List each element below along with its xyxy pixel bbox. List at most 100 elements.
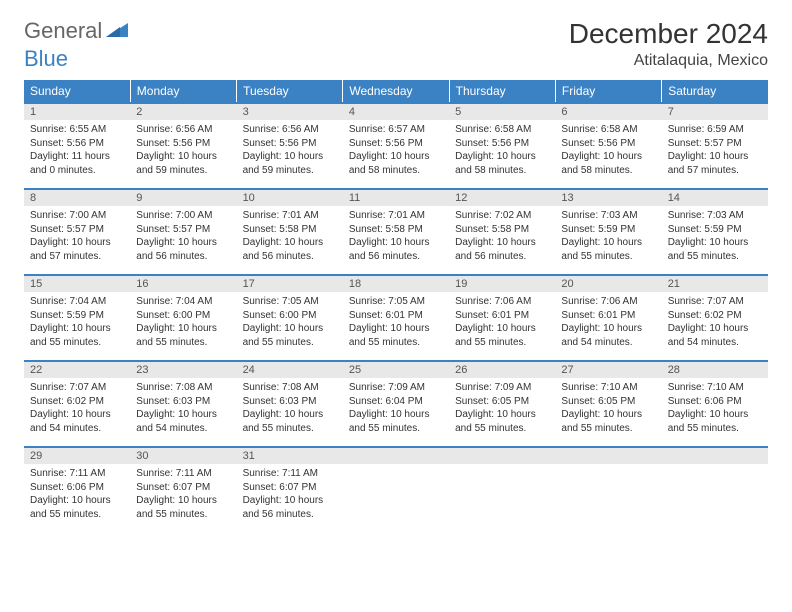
daylight-line: Daylight: 10 hours and 55 minutes. xyxy=(561,408,655,435)
day-number: 7 xyxy=(662,102,768,120)
daylight-line: Daylight: 10 hours and 55 minutes. xyxy=(30,322,124,349)
sunrise-line: Sunrise: 6:57 AM xyxy=(349,123,443,137)
calendar-day-cell: 31Sunrise: 7:11 AMSunset: 6:07 PMDayligh… xyxy=(237,446,343,532)
daylight-line: Daylight: 10 hours and 55 minutes. xyxy=(668,236,762,263)
calendar-day-cell: 28Sunrise: 7:10 AMSunset: 6:06 PMDayligh… xyxy=(662,360,768,446)
calendar-day-cell: 12Sunrise: 7:02 AMSunset: 5:58 PMDayligh… xyxy=(449,188,555,274)
day-number: 16 xyxy=(130,274,236,292)
daylight-line: Daylight: 10 hours and 55 minutes. xyxy=(455,322,549,349)
sunset-line: Sunset: 5:59 PM xyxy=(30,309,124,323)
sunset-line: Sunset: 5:58 PM xyxy=(455,223,549,237)
sunset-line: Sunset: 6:06 PM xyxy=(30,481,124,495)
sunrise-line: Sunrise: 6:56 AM xyxy=(136,123,230,137)
calendar-day-cell: 11Sunrise: 7:01 AMSunset: 5:58 PMDayligh… xyxy=(343,188,449,274)
day-body: Sunrise: 7:11 AMSunset: 6:07 PMDaylight:… xyxy=(130,464,236,525)
day-number: 5 xyxy=(449,102,555,120)
sunrise-line: Sunrise: 7:01 AM xyxy=(243,209,337,223)
daylight-line: Daylight: 10 hours and 58 minutes. xyxy=(349,150,443,177)
day-number: 30 xyxy=(130,446,236,464)
calendar-day-cell: 17Sunrise: 7:05 AMSunset: 6:00 PMDayligh… xyxy=(237,274,343,360)
month-title: December 2024 xyxy=(569,18,768,50)
sunset-line: Sunset: 5:56 PM xyxy=(349,137,443,151)
calendar-day-cell: 3Sunrise: 6:56 AMSunset: 5:56 PMDaylight… xyxy=(237,102,343,188)
weekday-header: Wednesday xyxy=(343,80,449,102)
calendar-day-cell: 5 Sunrise: 6:58 AMSunset: 5:56 PMDaylight… xyxy=(449,102,555,188)
sunrise-line: Sunrise: 7:07 AM xyxy=(668,295,762,309)
logo-triangle-icon xyxy=(106,21,128,42)
sunrise-line: Sunrise: 7:05 AM xyxy=(243,295,337,309)
sunrise-line: Sunrise: 7:11 AM xyxy=(136,467,230,481)
sunrise-line: Sunrise: 7:09 AM xyxy=(455,381,549,395)
logo: General xyxy=(24,18,130,44)
sunset-line: Sunset: 5:56 PM xyxy=(561,137,655,151)
sunrise-line: Sunrise: 7:04 AM xyxy=(136,295,230,309)
sunset-line: Sunset: 6:00 PM xyxy=(243,309,337,323)
title-block: December 2024 Atitalaquia, Mexico xyxy=(569,18,768,70)
daylight-line: Daylight: 11 hours and 0 minutes. xyxy=(30,150,124,177)
daylight-line: Daylight: 10 hours and 54 minutes. xyxy=(561,322,655,349)
calendar-day-cell: 15Sunrise: 7:04 AMSunset: 5:59 PMDayligh… xyxy=(24,274,130,360)
sunset-line: Sunset: 6:07 PM xyxy=(243,481,337,495)
day-body: Sunrise: 7:02 AMSunset: 5:58 PMDaylight:… xyxy=(449,206,555,267)
sunrise-line: Sunrise: 7:00 AM xyxy=(136,209,230,223)
daylight-line: Daylight: 10 hours and 59 minutes. xyxy=(136,150,230,177)
day-number: 1 xyxy=(24,102,130,120)
sunrise-line: Sunrise: 7:11 AM xyxy=(243,467,337,481)
calendar-week-row: 22Sunrise: 7:07 AMSunset: 6:02 PMDayligh… xyxy=(24,360,768,446)
day-body: Sunrise: 7:10 AMSunset: 6:05 PMDaylight:… xyxy=(555,378,661,439)
daylight-line: Daylight: 10 hours and 55 minutes. xyxy=(668,408,762,435)
day-number: 6 xyxy=(555,102,661,120)
daylight-line: Daylight: 10 hours and 57 minutes. xyxy=(668,150,762,177)
calendar-day-cell: 10Sunrise: 7:01 AMSunset: 5:58 PMDayligh… xyxy=(237,188,343,274)
day-number: 13 xyxy=(555,188,661,206)
weekday-header-row: SundayMondayTuesdayWednesdayThursdayFrid… xyxy=(24,80,768,102)
calendar-day-cell: 1Sunrise: 6:55 AMSunset: 5:56 PMDaylight… xyxy=(24,102,130,188)
calendar-day-cell: 24Sunrise: 7:08 AMSunset: 6:03 PMDayligh… xyxy=(237,360,343,446)
sunset-line: Sunset: 6:07 PM xyxy=(136,481,230,495)
day-number: 22 xyxy=(24,360,130,378)
sunrise-line: Sunrise: 7:02 AM xyxy=(455,209,549,223)
day-number: 11 xyxy=(343,188,449,206)
sunrise-line: Sunrise: 6:58 AM xyxy=(455,123,549,137)
calendar-day-cell: 27Sunrise: 7:10 AMSunset: 6:05 PMDayligh… xyxy=(555,360,661,446)
day-number: 8 xyxy=(24,188,130,206)
calendar-day-cell xyxy=(449,446,555,532)
day-body: Sunrise: 7:00 AMSunset: 5:57 PMDaylight:… xyxy=(130,206,236,267)
logo-sub: Blue xyxy=(24,46,68,72)
calendar-day-cell: 2Sunrise: 6:56 AMSunset: 5:56 PMDaylight… xyxy=(130,102,236,188)
calendar-day-cell: 29 Sunrise: 7:11 AMSunset: 6:06 PMDayligh… xyxy=(24,446,130,532)
logo-text-2: Blue xyxy=(24,46,68,71)
sunset-line: Sunset: 5:59 PM xyxy=(561,223,655,237)
sunset-line: Sunset: 5:56 PM xyxy=(136,137,230,151)
sunrise-line: Sunrise: 7:11 AM xyxy=(30,467,124,481)
day-body: Sunrise: 7:08 AMSunset: 6:03 PMDaylight:… xyxy=(237,378,343,439)
sunrise-line: Sunrise: 7:06 AM xyxy=(561,295,655,309)
calendar-day-cell: 26Sunrise: 7:09 AMSunset: 6:05 PMDayligh… xyxy=(449,360,555,446)
sunset-line: Sunset: 6:03 PM xyxy=(243,395,337,409)
day-number: 31 xyxy=(237,446,343,464)
sunset-line: Sunset: 5:56 PM xyxy=(455,137,549,151)
daylight-line: Daylight: 10 hours and 55 minutes. xyxy=(455,408,549,435)
day-number: 27 xyxy=(555,360,661,378)
daylight-line: Daylight: 10 hours and 55 minutes. xyxy=(136,494,230,521)
day-number: 17 xyxy=(237,274,343,292)
day-number xyxy=(662,446,768,464)
daylight-line: Daylight: 10 hours and 58 minutes. xyxy=(455,150,549,177)
daylight-line: Daylight: 10 hours and 55 minutes. xyxy=(30,494,124,521)
day-body: Sunrise: 6:59 AMSunset: 5:57 PMDaylight:… xyxy=(662,120,768,181)
calendar-day-cell: 21Sunrise: 7:07 AMSunset: 6:02 PMDayligh… xyxy=(662,274,768,360)
day-number: 4 xyxy=(343,102,449,120)
sunrise-line: Sunrise: 6:55 AM xyxy=(30,123,124,137)
sunrise-line: Sunrise: 7:07 AM xyxy=(30,381,124,395)
sunset-line: Sunset: 5:57 PM xyxy=(30,223,124,237)
weekday-header: Saturday xyxy=(662,80,768,102)
calendar-day-cell: 22Sunrise: 7:07 AMSunset: 6:02 PMDayligh… xyxy=(24,360,130,446)
sunset-line: Sunset: 5:59 PM xyxy=(668,223,762,237)
day-number: 15 xyxy=(24,274,130,292)
calendar-day-cell: 13Sunrise: 7:03 AMSunset: 5:59 PMDayligh… xyxy=(555,188,661,274)
calendar-day-cell: 18Sunrise: 7:05 AMSunset: 6:01 PMDayligh… xyxy=(343,274,449,360)
sunset-line: Sunset: 6:00 PM xyxy=(136,309,230,323)
day-number: 29 xyxy=(24,446,130,464)
day-number: 14 xyxy=(662,188,768,206)
day-body: Sunrise: 6:58 AMSunset: 5:56 PMDaylight:… xyxy=(555,120,661,181)
